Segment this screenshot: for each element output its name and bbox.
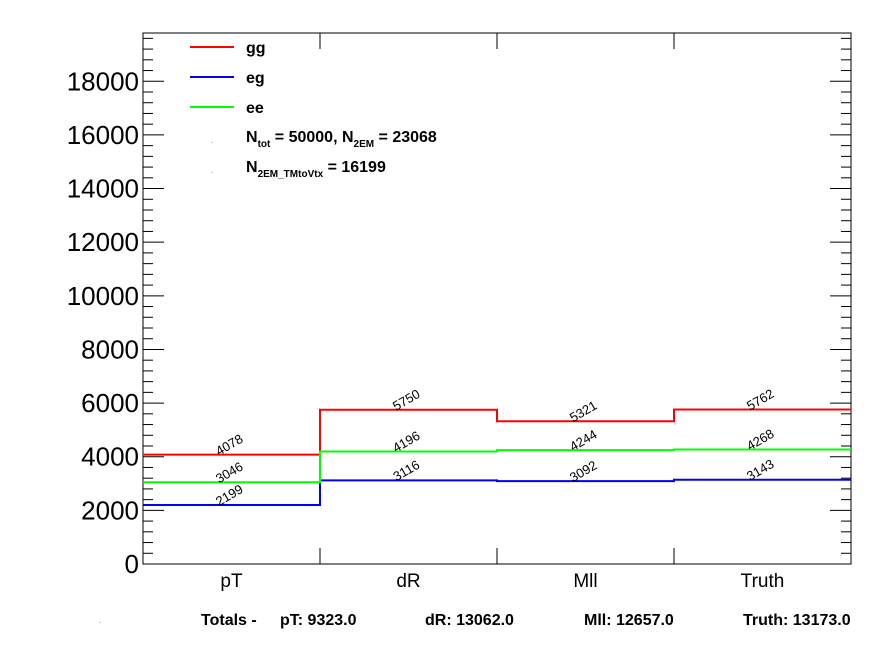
series-group [143,408,851,507]
y-axis-labels: 0 2000 4000 6000 8000 10000 12000 14000 16000 180… [67,66,139,579]
totals-mll: Mll: 12657.0 [584,612,674,629]
x-tick-label: Mll [573,571,597,592]
y-tick-label: 14000 [67,174,139,204]
annotation-line-1: Ntot = 50000, N2EM = 23068 [246,129,437,150]
legend: gg eg ee · · Ntot = 50000, N2EM = 23068 N2… [190,40,437,180]
y-tick-label: 10000 [67,281,139,311]
y-tick-label: 0 [125,549,139,579]
annotation-line-2: N2EM_TMtoVtx = 16199 [246,159,386,180]
totals-prefix: Totals - [201,612,257,629]
y-tick-label: 18000 [67,66,139,96]
y-tick-label: 6000 [81,388,139,418]
x-tick-label: Truth [741,571,785,592]
series-line-eg [143,478,851,507]
legend-dot: · [211,140,213,146]
legend-label-ee: ee [246,100,264,117]
y-tick-label: 4000 [81,442,139,472]
legend-label-gg: gg [246,40,266,57]
y-tick-label: 2000 [81,495,139,525]
corner-dot: · [99,620,101,626]
totals-truth: Truth: 13173.0 [743,612,851,629]
series-line-ee [143,448,851,484]
axis-ticks [142,33,852,565]
series-line-gg [143,408,851,456]
totals-pt: pT: 9323.0 [280,612,357,629]
x-tick-label: pT [220,571,243,592]
y-tick-label: 8000 [81,334,139,364]
totals-dr: dR: 13062.0 [425,612,514,629]
x-axis-labels: pT dR Mll Truth [220,571,784,592]
y-tick-label: 16000 [67,120,139,150]
y-tick-label: 12000 [67,227,139,257]
x-tick-label: dR [396,571,420,592]
legend-label-eg: eg [246,70,265,87]
legend-dot: · [211,170,213,176]
